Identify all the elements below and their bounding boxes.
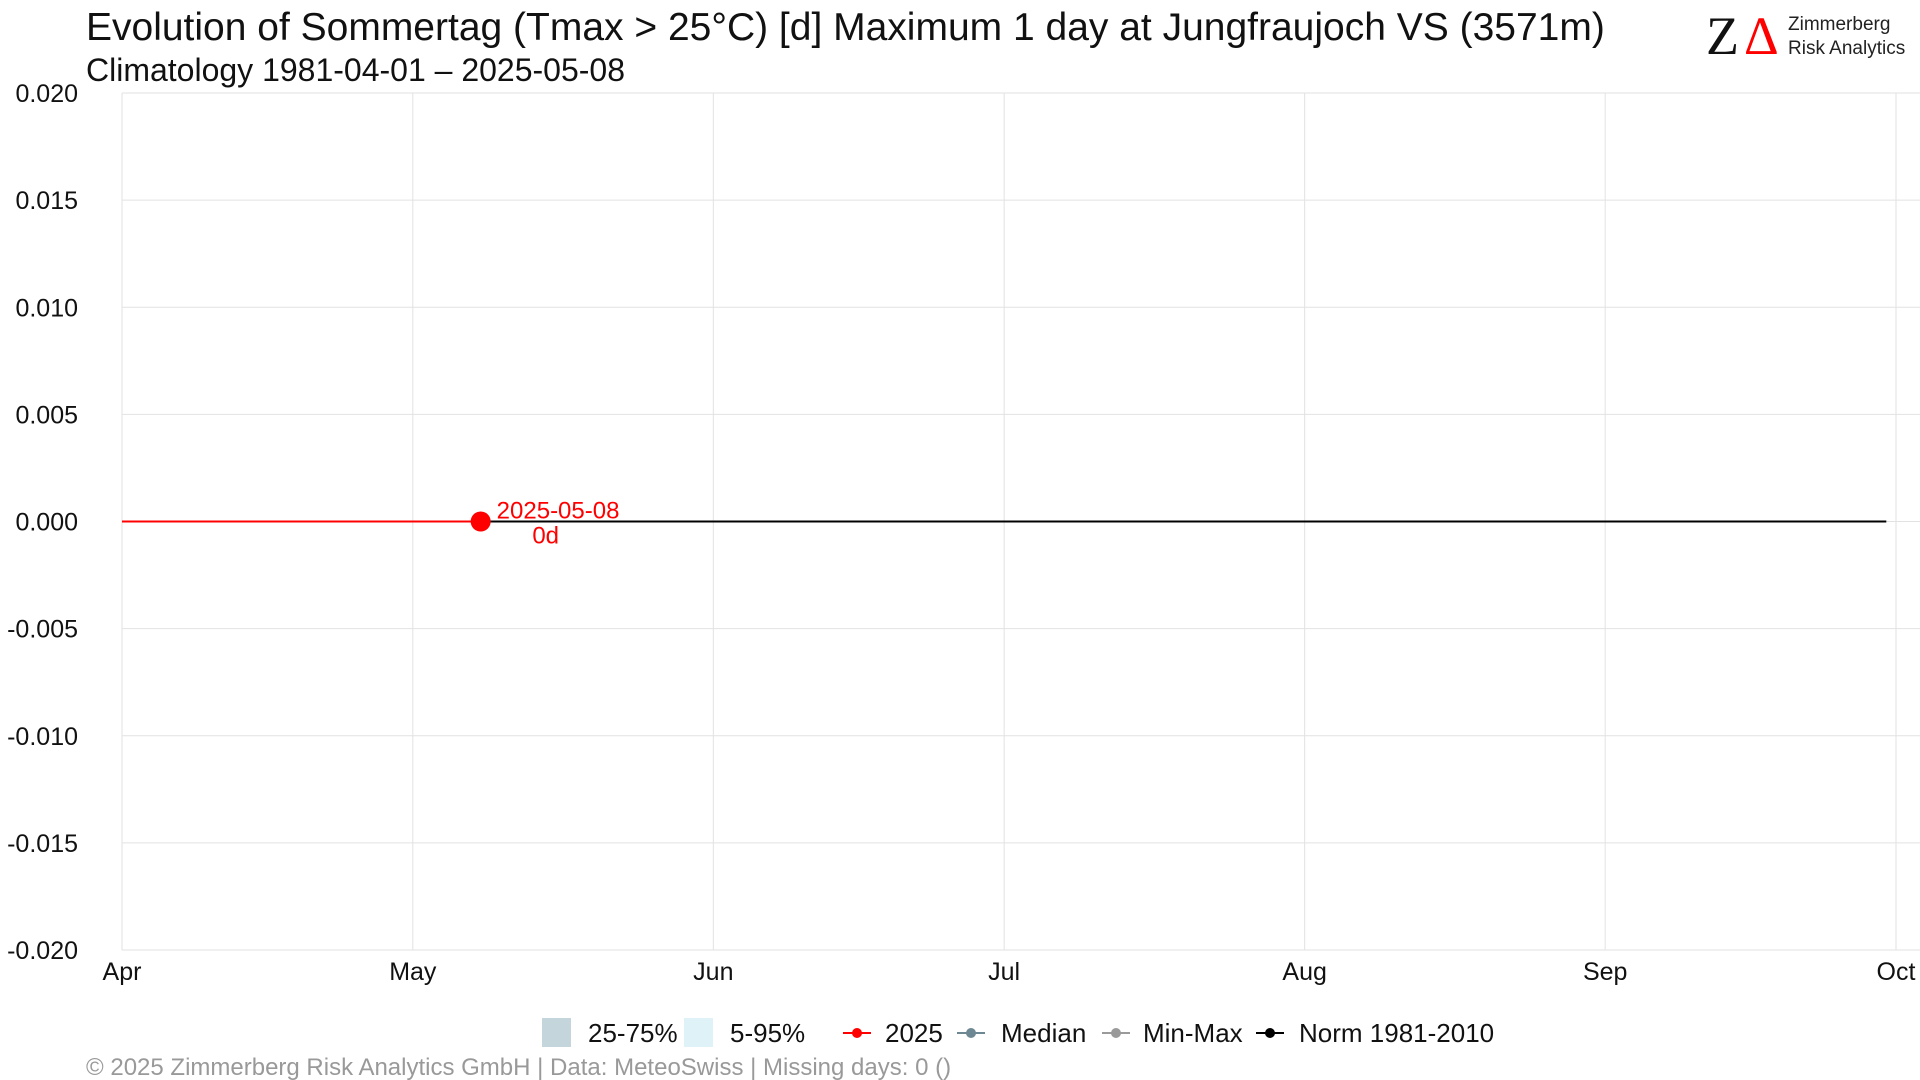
y-tick-label: 0.005 [15,401,78,429]
y-tick-label: -0.015 [7,830,78,858]
x-tick-label: Sep [1583,958,1627,986]
y-tick-label: -0.005 [7,616,78,644]
company-logo: Z Δ Zimmerberg Risk Analytics [1706,6,1905,66]
legend-swatch [542,1018,571,1047]
legend-dot [1265,1028,1275,1038]
legend-dot [852,1028,862,1038]
legend-swatch [684,1018,713,1047]
legend: 25-75% 5-95% 2025 Median Min-Max Norm 1981-20… [542,1018,1494,1048]
legend-label: 5-95% [730,1018,805,1048]
x-tick-label: Jul [988,958,1020,986]
legend-label: 2025 [885,1018,943,1048]
logo-line1: Zimmerberg [1788,14,1890,35]
x-tick-label: Apr [103,958,142,986]
legend-label: Norm 1981-2010 [1299,1018,1494,1048]
legend-dot [966,1028,976,1038]
current-point-value-label: 0d [532,523,559,550]
y-tick-label: 0.015 [15,187,78,215]
y-tick-label: -0.010 [7,723,78,751]
x-tick-label: Oct [1877,958,1916,986]
y-tick-label: -0.020 [7,937,78,965]
logo-line2: Risk Analytics [1788,38,1905,59]
x-tick-label: Aug [1282,958,1326,986]
chart-title: Evolution of Sommertag (Tmax > 25°C) [d]… [86,6,1605,49]
logo-delta-letter: Δ [1744,6,1779,66]
legend-item: 2025 [843,1018,943,1048]
y-axis-ticks: 0.020 0.015 0.010 0.005 0.000 -0.005 -0.010 -0.… [7,80,78,965]
footer-credits: © 2025 Zimmerberg Risk Analytics GmbH | … [86,1054,951,1080]
x-axis-ticks: Apr May Jun Jul Aug Sep Oct [103,958,1916,986]
current-point-marker [470,511,491,532]
chart-subtitle: Climatology 1981-04-01 – 2025-05-08 [86,52,625,88]
x-tick-label: May [389,958,437,986]
legend-item: 25-75% [542,1018,678,1048]
logo-z-letter: Z [1706,6,1739,66]
legend-item: Min-Max [1102,1018,1243,1048]
x-tick-label: Jun [693,958,733,986]
legend-label: Min-Max [1143,1018,1243,1048]
y-tick-label: 0.020 [15,80,78,108]
legend-label: Median [1001,1018,1086,1048]
legend-item: Norm 1981-2010 [1256,1018,1494,1048]
y-tick-label: 0.000 [15,509,78,537]
legend-item: Median [957,1018,1086,1048]
y-tick-label: 0.010 [15,294,78,322]
legend-dot [1111,1028,1121,1038]
legend-label: 25-75% [588,1018,678,1048]
legend-item: 5-95% [684,1018,805,1048]
current-point-date-label: 2025-05-08 [497,498,620,525]
